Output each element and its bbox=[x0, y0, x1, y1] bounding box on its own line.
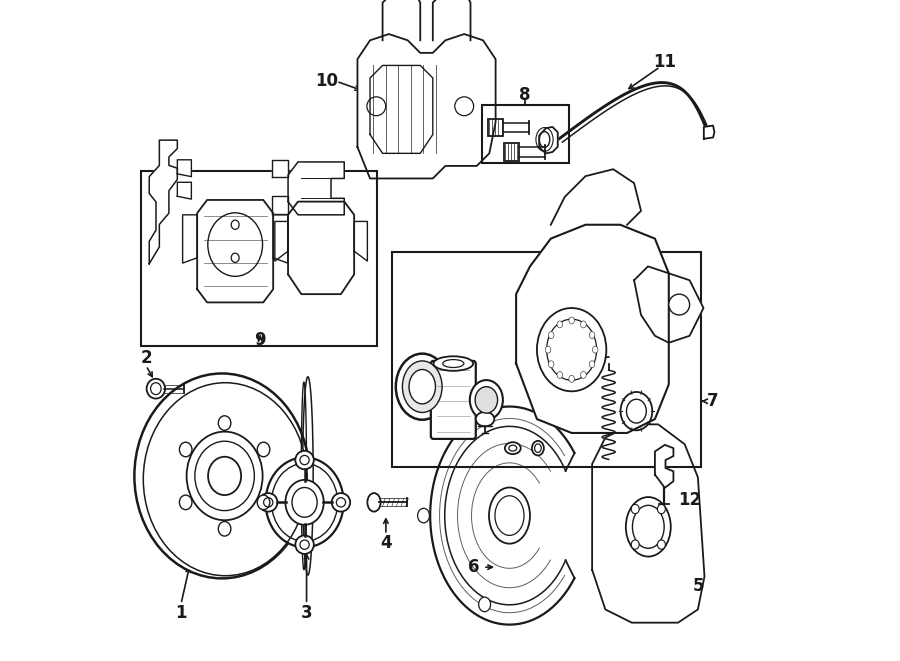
Ellipse shape bbox=[476, 412, 494, 426]
Ellipse shape bbox=[259, 493, 277, 512]
Ellipse shape bbox=[219, 416, 231, 430]
Ellipse shape bbox=[147, 379, 165, 399]
Ellipse shape bbox=[257, 442, 270, 457]
Ellipse shape bbox=[489, 488, 530, 543]
Polygon shape bbox=[177, 160, 192, 176]
Polygon shape bbox=[197, 200, 274, 303]
Ellipse shape bbox=[505, 442, 521, 454]
Polygon shape bbox=[355, 221, 367, 261]
Ellipse shape bbox=[569, 317, 574, 324]
Ellipse shape bbox=[557, 371, 562, 378]
Ellipse shape bbox=[590, 361, 595, 368]
Ellipse shape bbox=[537, 308, 607, 391]
Text: 4: 4 bbox=[380, 534, 392, 553]
Ellipse shape bbox=[396, 354, 449, 420]
Polygon shape bbox=[382, 0, 420, 40]
Text: 3: 3 bbox=[301, 603, 312, 622]
Ellipse shape bbox=[545, 346, 551, 353]
Ellipse shape bbox=[434, 356, 473, 371]
Polygon shape bbox=[551, 169, 641, 225]
Polygon shape bbox=[539, 127, 558, 153]
Ellipse shape bbox=[266, 457, 344, 547]
Ellipse shape bbox=[592, 346, 598, 353]
Text: 12: 12 bbox=[678, 491, 701, 510]
Ellipse shape bbox=[548, 332, 554, 338]
Polygon shape bbox=[704, 126, 715, 139]
Ellipse shape bbox=[186, 432, 263, 520]
Ellipse shape bbox=[631, 504, 639, 514]
Ellipse shape bbox=[475, 387, 498, 413]
Polygon shape bbox=[592, 424, 705, 623]
Text: 11: 11 bbox=[653, 53, 676, 71]
Ellipse shape bbox=[626, 497, 670, 557]
Ellipse shape bbox=[179, 442, 192, 457]
Polygon shape bbox=[357, 34, 496, 178]
Polygon shape bbox=[274, 221, 288, 261]
Ellipse shape bbox=[590, 332, 595, 338]
Ellipse shape bbox=[557, 321, 562, 328]
Text: 10: 10 bbox=[315, 72, 338, 91]
FancyBboxPatch shape bbox=[431, 361, 476, 439]
Polygon shape bbox=[149, 140, 177, 264]
Ellipse shape bbox=[479, 597, 490, 611]
Ellipse shape bbox=[367, 493, 381, 512]
Text: 2: 2 bbox=[140, 349, 152, 368]
Ellipse shape bbox=[208, 457, 241, 495]
Polygon shape bbox=[183, 215, 197, 263]
Polygon shape bbox=[177, 182, 192, 199]
Ellipse shape bbox=[631, 540, 639, 549]
Polygon shape bbox=[288, 202, 355, 294]
Ellipse shape bbox=[402, 361, 442, 412]
Polygon shape bbox=[288, 162, 344, 215]
Text: 7: 7 bbox=[706, 392, 718, 410]
Ellipse shape bbox=[179, 495, 192, 510]
Polygon shape bbox=[274, 215, 288, 263]
Ellipse shape bbox=[657, 504, 665, 514]
Polygon shape bbox=[433, 0, 471, 40]
Ellipse shape bbox=[532, 441, 544, 455]
Text: 6: 6 bbox=[468, 558, 480, 576]
Ellipse shape bbox=[332, 493, 350, 512]
Ellipse shape bbox=[569, 375, 574, 382]
Text: 1: 1 bbox=[176, 603, 186, 622]
Ellipse shape bbox=[134, 373, 310, 578]
Polygon shape bbox=[370, 65, 433, 153]
Ellipse shape bbox=[257, 495, 270, 510]
Text: 9: 9 bbox=[255, 330, 266, 349]
Text: 8: 8 bbox=[519, 86, 530, 104]
Polygon shape bbox=[634, 266, 704, 342]
Ellipse shape bbox=[548, 361, 554, 368]
Ellipse shape bbox=[418, 508, 429, 523]
Polygon shape bbox=[516, 225, 669, 433]
Polygon shape bbox=[272, 160, 288, 177]
Ellipse shape bbox=[620, 392, 652, 430]
Bar bbox=[482, 105, 569, 163]
Ellipse shape bbox=[669, 294, 689, 315]
Ellipse shape bbox=[580, 321, 586, 328]
Polygon shape bbox=[272, 196, 288, 214]
Ellipse shape bbox=[580, 371, 586, 378]
Ellipse shape bbox=[295, 451, 314, 469]
Ellipse shape bbox=[657, 540, 665, 549]
Bar bbox=[392, 252, 701, 467]
Polygon shape bbox=[655, 445, 673, 488]
Ellipse shape bbox=[470, 380, 503, 420]
Ellipse shape bbox=[295, 535, 314, 554]
Text: 5: 5 bbox=[693, 577, 705, 596]
Ellipse shape bbox=[219, 522, 231, 536]
Ellipse shape bbox=[409, 369, 436, 404]
Bar bbox=[141, 171, 376, 346]
Ellipse shape bbox=[285, 480, 324, 525]
